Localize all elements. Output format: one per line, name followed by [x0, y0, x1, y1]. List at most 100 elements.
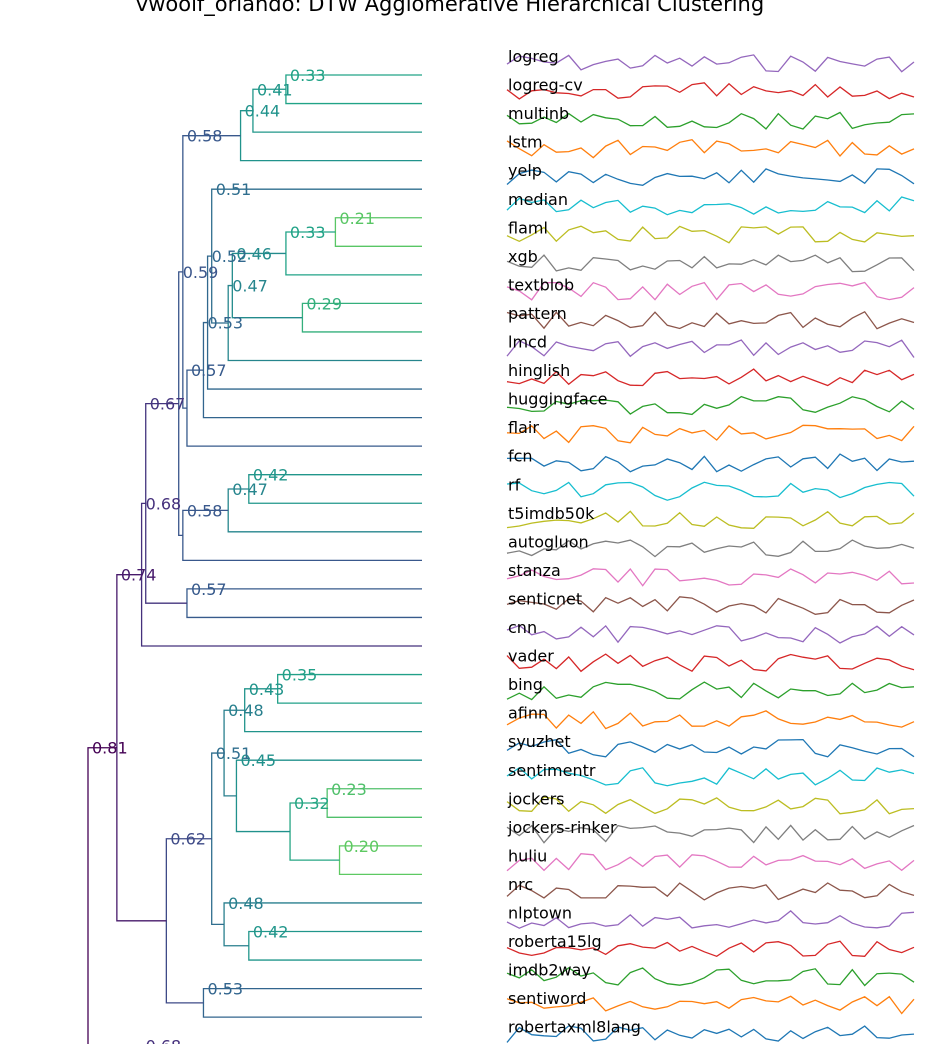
leaf-label: pattern — [508, 304, 567, 323]
leaf-sparkline — [506, 281, 915, 301]
merge-link-28 — [248, 930, 422, 961]
merge-link-8 — [227, 284, 422, 362]
leaf-sparkline — [506, 254, 915, 273]
leaf-label: lstm — [508, 133, 543, 152]
merge-link-5 — [285, 231, 422, 276]
merge-link-3 — [239, 110, 422, 162]
leaf-sparkline — [506, 1025, 915, 1043]
leaf-label: stanza — [508, 561, 561, 580]
merge-height-label: 0.68 — [146, 494, 182, 513]
leaf-sparkline — [506, 368, 915, 387]
chart-title: vwoolf_orlando: DTW Agglomerative Hierar… — [135, 0, 765, 16]
leaf-label: median — [508, 190, 568, 209]
merge-height-label: 0.51 — [216, 744, 252, 763]
merge-height-label: 0.48 — [228, 701, 264, 720]
merge-link-13 — [182, 135, 241, 409]
merge-height-label: 0.47 — [232, 480, 268, 499]
leaf-label: roberta15lg — [508, 932, 602, 951]
leaf-sparkline — [506, 310, 915, 330]
merge-link-6 — [301, 302, 422, 333]
leaf-sparkline — [506, 54, 915, 73]
merge-link-20 — [140, 502, 422, 647]
leaf-sparkline — [506, 424, 915, 444]
merge-height-label: 0.59 — [183, 263, 219, 282]
merge-height-label: 0.21 — [339, 209, 375, 228]
leaf-label: nlptown — [508, 904, 572, 923]
merge-link-9 — [211, 188, 422, 324]
merge-height-label: 0.32 — [294, 794, 330, 813]
leaf-label: robertaxml8lang — [508, 1018, 641, 1037]
leaf-sparkline — [506, 111, 915, 130]
leaf-label: yelp — [508, 161, 542, 180]
leaf-sparkline — [506, 940, 915, 958]
merge-link-24 — [338, 845, 422, 876]
leaf-label: jockers — [507, 789, 564, 808]
leaf-sparkline — [506, 882, 915, 901]
merge-height-label: 0.48 — [228, 894, 264, 913]
leaf-label: jockers-rinker — [507, 818, 617, 837]
leaf-label: bing — [508, 675, 543, 694]
leaf-label: flaml — [508, 218, 548, 237]
leaf-sparkline — [506, 624, 915, 644]
leaf-sparkline — [506, 967, 915, 987]
leaf-sparkline — [506, 910, 915, 929]
leaf-sparkline — [506, 168, 915, 186]
leaf-rows: logreg logreg-cv multinb lstm yelp median flam… — [506, 47, 915, 1043]
merge-height-label: 0.53 — [207, 314, 243, 333]
merge-link-18 — [186, 588, 422, 619]
leaf-label: vader — [508, 647, 554, 666]
merge-height-label: 0.57 — [191, 361, 227, 380]
leaf-label: afinn — [508, 704, 548, 723]
merge-link-12 — [186, 369, 422, 447]
leaf-sparkline — [506, 766, 915, 787]
leaf-label: fcn — [508, 447, 533, 466]
merge-link-1 — [285, 74, 422, 105]
leaf-label: flair — [508, 418, 539, 437]
merge-link-30 — [211, 752, 225, 926]
leaf-sparkline — [506, 395, 915, 416]
merge-link-7 — [231, 252, 303, 319]
leaf-label: textblob — [508, 275, 574, 294]
merge-height-label: 0.43 — [249, 680, 285, 699]
merge-height-label: 0.44 — [245, 102, 281, 121]
leaf-label: lmcd — [508, 333, 547, 352]
leaf-sparkline — [506, 510, 915, 529]
merge-link-14 — [248, 474, 422, 504]
merge-height-label: 0.53 — [207, 980, 243, 999]
merge-height-label: 0.33 — [290, 223, 326, 242]
leaf-label: logreg — [508, 47, 559, 66]
merge-height-label: 0.58 — [187, 501, 223, 520]
leaf-sparkline — [506, 653, 915, 673]
merge-height-label: 0.51 — [216, 180, 252, 199]
merge-height-label: 0.67 — [150, 395, 186, 414]
leaf-label: nrc — [508, 875, 533, 894]
merge-height-label: 0.29 — [306, 294, 342, 313]
merge-height-label: 0.47 — [232, 277, 268, 296]
merge-link-11 — [202, 321, 422, 419]
leaf-label: senticnet — [508, 589, 582, 608]
leaf-sparkline — [506, 82, 915, 100]
merge-link-16 — [182, 509, 422, 561]
merge-height-label: 0.20 — [344, 837, 380, 856]
merge-height-label: 0.42 — [253, 923, 289, 942]
leaf-label: huggingface — [508, 390, 607, 409]
leaf-sparkline — [506, 567, 915, 587]
merge-link-32 — [165, 838, 212, 1004]
leaf-sparkline — [506, 453, 915, 473]
dendrogram-tree: 0.330.410.440.210.330.290.460.470.510.52… — [87, 66, 422, 1044]
leaf-label: cnn — [508, 618, 537, 637]
merge-height-label: 0.74 — [121, 566, 157, 585]
leaf-label: multinb — [508, 104, 569, 123]
merge-height-label: 0.52 — [212, 247, 248, 266]
merge-link-35 — [87, 747, 117, 1044]
leaf-label: sentiword — [508, 989, 586, 1008]
leaf-sparkline — [506, 196, 915, 216]
leaf-sparkline — [506, 995, 915, 1015]
merge-height-label: 0.46 — [236, 244, 272, 263]
merge-height-label: 0.23 — [331, 780, 367, 799]
merge-height-label: 0.42 — [253, 466, 289, 485]
leaf-label: hinglish — [508, 361, 570, 380]
leaf-sparkline — [506, 138, 915, 159]
leaf-sparkline — [506, 738, 915, 758]
